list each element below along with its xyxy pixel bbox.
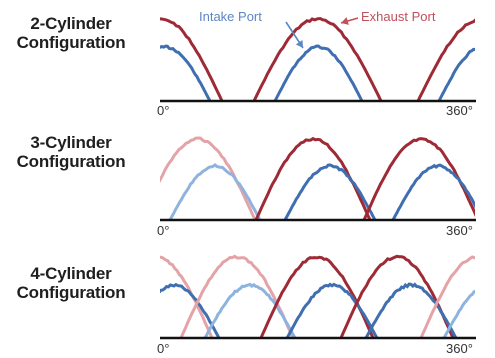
- intake-arc: [273, 44, 364, 101]
- panel-label-3-line1: 3-Cylinder: [30, 133, 112, 152]
- port-curves: [160, 16, 475, 338]
- panel1-start-degree: 0°: [157, 103, 170, 118]
- panel-label-4-line1: 4-Cylinder: [30, 264, 112, 283]
- exhaust-arc-faded-3: [419, 255, 475, 338]
- panel3-start-degree: 0°: [157, 341, 170, 356]
- legend-arrows: [285, 17, 359, 49]
- exhaust-arc-faded-2: [179, 254, 295, 338]
- panel3-end-degree: 360°: [446, 341, 473, 356]
- intake-arc-3: [285, 282, 379, 338]
- panel-label-2-line2: Configuration: [16, 33, 126, 52]
- intake-arc-1: [283, 163, 377, 220]
- exhaust-arc-faded: [160, 136, 257, 220]
- intake-arc-0: [160, 282, 221, 338]
- exhaust-arc-next: [416, 18, 475, 101]
- exhaust-arc-1: [254, 136, 372, 220]
- panel-label-4-line2: Configuration: [16, 283, 126, 302]
- exhaust-arc-3: [259, 255, 375, 338]
- intake-arc-faded: [168, 162, 262, 220]
- panel2-start-degree: 0°: [157, 223, 170, 238]
- intake-arc-prev: [160, 44, 212, 101]
- exhaust-arc: [252, 16, 383, 101]
- panel-label-2-line1: 2-Cylinder: [30, 14, 112, 33]
- exhaust-arrow-head: [341, 17, 349, 25]
- intake-arrow-head: [295, 39, 303, 48]
- panel-label-4-cylinder: 4-Cylinder Configuration: [2, 264, 140, 302]
- clip-panel2-group: [160, 136, 475, 220]
- clip-panel1-group: [160, 16, 475, 101]
- panel2-end-degree: 360°: [446, 223, 473, 238]
- panel1-end-degree: 360°: [446, 103, 473, 118]
- intake-arc-4: [364, 282, 458, 338]
- exhaust-port-label: Exhaust Port: [361, 9, 436, 24]
- intake-port-label: Intake Port: [199, 9, 262, 24]
- intake-arc-faded-2: [442, 289, 475, 338]
- intake-arc-next: [437, 47, 475, 101]
- exhaust-arc-prev: [160, 17, 224, 101]
- panel-label-3-line2: Configuration: [16, 152, 126, 171]
- exhaust-arc-2: [362, 137, 475, 220]
- panel-label-3-cylinder: 3-Cylinder Configuration: [2, 133, 140, 171]
- clip-panel3-group: [160, 254, 475, 338]
- intake-arc-2: [391, 163, 475, 220]
- exhaust-arc-4: [339, 254, 455, 338]
- panel-label-2-cylinder: 2-Cylinder Configuration: [2, 14, 140, 52]
- axes-group: [160, 99, 476, 340]
- intake-arc-faded: [203, 282, 297, 338]
